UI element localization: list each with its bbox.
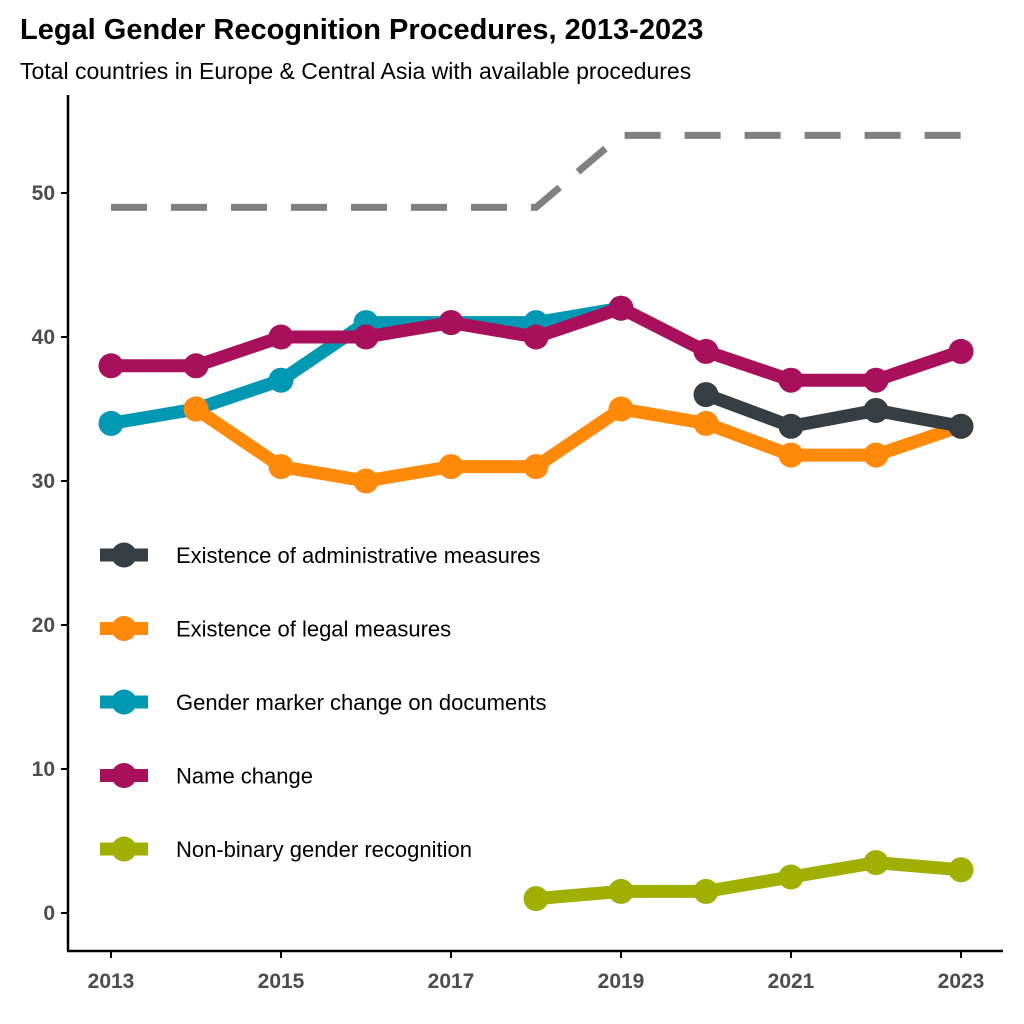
data-point	[353, 324, 379, 350]
data-point	[778, 367, 804, 393]
legend-label: Name change	[176, 764, 313, 789]
data-point	[608, 878, 634, 904]
y-tick-label: 0	[43, 902, 55, 925]
y-tick-label: 10	[32, 758, 55, 781]
data-point	[353, 468, 379, 494]
data-point	[98, 353, 124, 379]
data-point	[693, 878, 719, 904]
data-point	[778, 442, 804, 468]
series-existence-of-administrative-measures	[693, 382, 974, 439]
data-point	[693, 410, 719, 436]
data-point	[948, 338, 974, 364]
series-line	[192, 402, 964, 488]
data-point	[268, 367, 294, 393]
x-tick-label: 2015	[258, 970, 305, 993]
legend-item: Name change	[100, 763, 313, 789]
x-tick-label: 2021	[768, 970, 815, 993]
data-point	[523, 324, 549, 350]
chart-title: Legal Gender Recognition Procedures, 201…	[20, 14, 704, 46]
data-point	[693, 338, 719, 364]
legend-swatch-point	[111, 689, 137, 715]
data-point	[523, 454, 549, 480]
legend-item: Gender marker change on documents	[100, 689, 547, 715]
data-point	[693, 382, 719, 408]
data-point	[863, 442, 889, 468]
chart-subtitle: Total countries in Europe & Central Asia…	[20, 58, 692, 84]
data-point	[523, 886, 549, 912]
data-point	[778, 413, 804, 439]
series-name-change	[98, 295, 974, 393]
x-tick-label: 2019	[598, 970, 645, 993]
data-point	[608, 295, 634, 321]
data-point	[268, 324, 294, 350]
data-point	[438, 310, 464, 336]
data-point	[863, 367, 889, 393]
data-point	[948, 857, 974, 883]
data-point	[183, 353, 209, 379]
legend-label: Non-binary gender recognition	[176, 837, 472, 862]
series-non-binary-gender-recognition	[523, 850, 974, 912]
data-point	[268, 454, 294, 480]
data-point	[863, 397, 889, 423]
reference-dashed-line	[111, 131, 961, 211]
y-tick-label: 40	[32, 326, 55, 349]
data-point	[183, 396, 209, 422]
data-point	[98, 410, 124, 436]
legend-label: Existence of legal measures	[176, 617, 451, 642]
y-tick-label: 50	[32, 182, 55, 205]
data-point	[948, 413, 974, 439]
y-tick-label: 30	[32, 470, 55, 493]
series-line	[703, 388, 963, 433]
legend-swatch-point	[111, 836, 137, 862]
y-tick-label: 20	[32, 614, 55, 637]
legend-item: Existence of legal measures	[100, 616, 451, 642]
series-line	[535, 856, 962, 906]
legend-label: Gender marker change on documents	[176, 690, 547, 715]
x-tick-label: 2023	[938, 970, 985, 993]
x-tick-label: 2013	[88, 970, 135, 993]
legend-swatch-point	[111, 763, 137, 788]
legend-swatch-point	[111, 616, 137, 641]
data-point	[863, 850, 889, 876]
data-point	[778, 864, 804, 890]
legend-swatch-point	[111, 542, 137, 568]
data-point	[438, 454, 464, 480]
data-point	[608, 396, 634, 422]
legend-item: Existence of administrative measures	[100, 542, 540, 568]
legend-label: Existence of administrative measures	[176, 543, 540, 568]
legend-item: Non-binary gender recognition	[100, 836, 472, 862]
x-tick-label: 2017	[428, 970, 475, 993]
